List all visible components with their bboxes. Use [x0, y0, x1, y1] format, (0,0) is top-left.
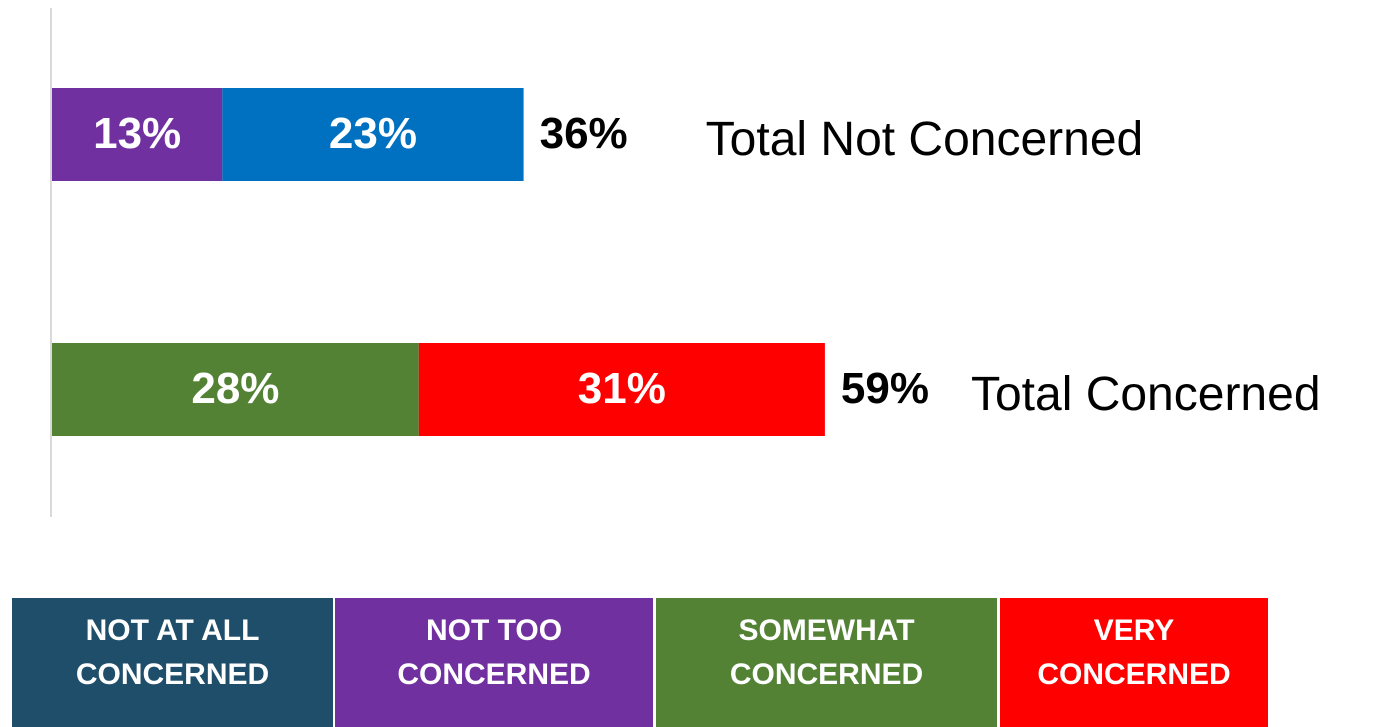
legend-box	[12, 598, 333, 727]
segment-label: 28%	[191, 364, 279, 413]
bar-segment	[52, 88, 223, 181]
legend-box	[656, 598, 997, 727]
bar-segment	[52, 343, 419, 436]
legend-box	[1000, 598, 1268, 727]
legend-label: VERY	[1094, 614, 1175, 647]
total-label: 36%	[540, 109, 628, 158]
category-label: Total Concerned	[971, 368, 1321, 421]
legend-label: CONCERNED	[730, 658, 923, 691]
legend-label: NOT AT ALL	[86, 614, 260, 647]
category-label: Total Not Concerned	[706, 113, 1144, 166]
segment-label: 23%	[329, 109, 417, 158]
legend-label: SOMEWHAT	[738, 614, 914, 647]
total-label: 59%	[841, 364, 929, 413]
legend-label: CONCERNED	[397, 658, 590, 691]
legend-label: CONCERNED	[1037, 658, 1230, 691]
legend-label: NOT TOO	[426, 614, 562, 647]
bar-segment	[222, 88, 524, 181]
segment-label: 13%	[93, 109, 181, 158]
segment-label: 31%	[578, 364, 666, 413]
legend-label: CONCERNED	[76, 658, 269, 691]
bar-segment	[418, 343, 825, 436]
legend-box	[335, 598, 653, 727]
